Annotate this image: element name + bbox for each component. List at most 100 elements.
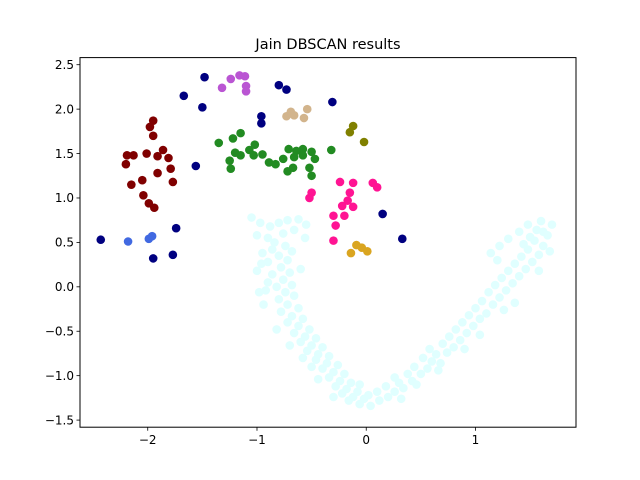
- data-point: [168, 177, 178, 187]
- data-point: [514, 271, 524, 281]
- data-point: [519, 239, 528, 249]
- data-point: [168, 250, 178, 260]
- data-point: [482, 309, 491, 318]
- data-point: [305, 193, 314, 203]
- data-point: [381, 382, 391, 391]
- data-point: [366, 401, 375, 411]
- data-point: [283, 300, 292, 309]
- data-point: [305, 325, 314, 334]
- data-point: [329, 211, 338, 221]
- data-point: [272, 325, 281, 334]
- data-point: [249, 151, 259, 160]
- data-point: [383, 392, 393, 402]
- data-point: [274, 80, 284, 90]
- data-point: [410, 362, 419, 372]
- data-point: [521, 264, 531, 274]
- data-point: [148, 116, 158, 125]
- data-point: [346, 248, 356, 258]
- data-point: [298, 314, 308, 324]
- data-point: [148, 131, 158, 141]
- data-point: [503, 234, 513, 244]
- data-point: [261, 286, 271, 295]
- data-point: [477, 296, 487, 306]
- data-point: [534, 250, 544, 260]
- data-point: [431, 350, 441, 359]
- data-point: [267, 245, 277, 254]
- data-point: [324, 373, 334, 382]
- data-point: [403, 369, 413, 379]
- data-point: [475, 330, 485, 340]
- data-point: [301, 220, 311, 229]
- data-point: [236, 151, 245, 160]
- data-point: [335, 177, 345, 187]
- x-tick-label: 1: [472, 433, 480, 447]
- data-point: [287, 246, 297, 256]
- data-point: [288, 163, 298, 173]
- y-tick-label: 1.0: [55, 191, 74, 205]
- data-point: [285, 341, 295, 350]
- data-point: [166, 164, 175, 173]
- data-point: [226, 74, 236, 84]
- data-point: [258, 150, 267, 159]
- data-point: [127, 180, 136, 189]
- data-point: [250, 140, 260, 149]
- data-point: [298, 144, 308, 154]
- y-tick-label: 2.0: [55, 102, 74, 116]
- data-point: [158, 145, 168, 155]
- data-point: [298, 151, 308, 160]
- data-point: [281, 287, 290, 297]
- data-point: [281, 241, 290, 251]
- data-point: [149, 203, 159, 213]
- data-point: [514, 227, 524, 237]
- data-point: [538, 241, 548, 251]
- data-point: [247, 213, 256, 222]
- data-point: [121, 159, 131, 169]
- data-point: [289, 225, 299, 235]
- data-point: [510, 298, 520, 308]
- data-point: [96, 235, 106, 245]
- data-point: [310, 154, 320, 164]
- data-point: [343, 196, 352, 205]
- y-tick-label: −1.0: [45, 369, 74, 383]
- data-point: [298, 353, 308, 363]
- data-point: [137, 175, 147, 185]
- data-point: [285, 268, 295, 277]
- data-point: [272, 282, 281, 292]
- data-point: [337, 201, 347, 211]
- data-point: [318, 364, 327, 373]
- data-point: [495, 293, 504, 302]
- data-point: [278, 275, 288, 285]
- data-point: [372, 183, 382, 192]
- data-point: [313, 374, 323, 384]
- x-tick-label: 0: [362, 433, 370, 447]
- data-point: [289, 111, 299, 120]
- data-point: [294, 215, 303, 224]
- data-point: [525, 232, 535, 242]
- data-point: [455, 335, 465, 345]
- data-point: [337, 389, 347, 398]
- data-point: [274, 294, 284, 304]
- data-point: [148, 254, 158, 263]
- data-point: [364, 390, 373, 400]
- data-point: [302, 346, 312, 356]
- data-point: [331, 382, 340, 391]
- data-point: [528, 257, 537, 267]
- data-point: [372, 387, 382, 396]
- data-point: [200, 72, 209, 82]
- data-point: [214, 138, 224, 148]
- data-point: [274, 218, 284, 228]
- data-point: [442, 348, 452, 357]
- data-point: [122, 151, 132, 160]
- data-point: [547, 220, 557, 229]
- data-point: [289, 328, 299, 338]
- data-point: [412, 380, 421, 389]
- x-axis: −2 −1 0 1: [139, 427, 479, 447]
- data-point: [538, 227, 548, 237]
- data-point: [363, 246, 372, 256]
- data-point: [510, 259, 520, 269]
- x-tick-label: −1: [248, 433, 266, 447]
- data-point: [252, 266, 262, 276]
- data-point: [390, 373, 399, 382]
- data-point: [225, 156, 234, 165]
- points-layer: [96, 71, 557, 411]
